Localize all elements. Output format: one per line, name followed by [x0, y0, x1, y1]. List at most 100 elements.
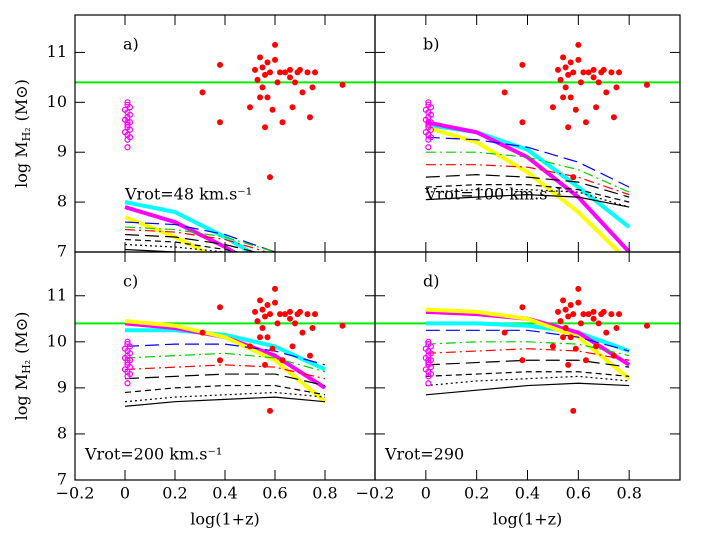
observed-point — [272, 285, 278, 292]
observed-point — [425, 373, 432, 380]
model-curve — [425, 382, 630, 396]
y-tick-label: 7 — [57, 470, 67, 489]
observed-point — [312, 69, 318, 76]
observed-point — [309, 84, 316, 91]
observed-point — [616, 69, 622, 76]
observed-point — [217, 61, 223, 68]
observed-point — [287, 315, 293, 322]
model-curve — [124, 396, 326, 407]
x-tick-label: 0.6 — [262, 484, 287, 503]
observed-point — [575, 41, 582, 48]
observed-point — [590, 74, 597, 81]
observed-point — [593, 343, 600, 350]
x-tick-label: 0 — [421, 484, 431, 503]
observed-point — [259, 306, 266, 313]
observed-point — [217, 304, 223, 311]
observed-point — [297, 66, 303, 73]
observed-point — [259, 64, 266, 71]
observed-point — [590, 308, 597, 315]
observed-point — [425, 380, 432, 387]
observed-point — [600, 66, 607, 73]
model-curve — [425, 184, 630, 203]
model-curve — [425, 371, 630, 377]
annotation: Vrot=200 km.s⁻¹ — [84, 445, 222, 464]
y-tick-label: 11 — [47, 285, 67, 304]
observed-point — [264, 59, 271, 66]
observed-point — [603, 329, 610, 336]
observed-point — [289, 343, 296, 350]
observed-point — [555, 308, 561, 315]
observed-point — [565, 313, 572, 320]
observed-point — [425, 144, 432, 151]
observed-point — [279, 357, 286, 364]
observed-point — [282, 69, 288, 76]
observed-point — [570, 69, 577, 76]
observed-point — [643, 322, 650, 329]
observed-point — [519, 357, 526, 364]
observed-point — [299, 89, 306, 96]
observed-point — [264, 334, 271, 341]
observed-point — [427, 343, 435, 350]
observed-point — [277, 311, 283, 318]
x-tick-label: 0 — [120, 484, 130, 503]
model-curve — [124, 228, 269, 252]
observed-point — [126, 364, 134, 371]
observed-point — [575, 56, 582, 63]
observed-point — [425, 99, 432, 106]
plot-area — [75, 285, 375, 414]
observed-point — [124, 119, 131, 126]
frame — [74, 14, 376, 253]
observed-point — [339, 81, 346, 88]
observed-point — [565, 124, 572, 131]
observed-point — [567, 334, 574, 341]
y-tick-label: 8 — [57, 192, 67, 211]
model-curve — [425, 151, 630, 193]
observed-point — [262, 71, 268, 78]
observed-point — [567, 301, 574, 308]
annotation: Vrot=48 km.s⁻¹ — [124, 185, 252, 204]
x-tick-label: 0.6 — [566, 484, 591, 503]
observed-point — [572, 345, 579, 352]
observed-point — [577, 79, 584, 86]
observed-point — [272, 41, 278, 48]
observed-point — [425, 121, 432, 128]
model-curve — [425, 348, 630, 361]
observed-point — [217, 357, 223, 364]
observed-point — [560, 94, 567, 101]
y-tick-label: 10 — [47, 331, 67, 350]
frame — [374, 251, 681, 481]
observed-point — [124, 359, 131, 366]
observed-point — [124, 357, 131, 364]
observed-point — [274, 79, 281, 86]
y-tick-label: 10 — [47, 92, 67, 111]
observed-point — [279, 119, 286, 126]
observed-point — [582, 119, 589, 126]
annotation: Vrot=290 — [384, 445, 464, 464]
observed-point — [570, 407, 577, 414]
model-curve — [425, 359, 630, 368]
observed-point — [570, 174, 577, 181]
model-curve — [425, 164, 630, 196]
model-curve — [425, 189, 630, 208]
observed-point — [555, 66, 561, 73]
observed-point — [590, 66, 597, 73]
observed-point — [274, 320, 281, 327]
observed-point — [585, 69, 592, 76]
observed-point — [124, 338, 131, 345]
x-axis-label: log(1+z) — [190, 510, 260, 529]
y-tick-label: 8 — [57, 423, 67, 442]
plot-area — [375, 41, 680, 252]
observed-point — [124, 99, 131, 106]
observed-point — [217, 119, 223, 126]
observed-point — [307, 352, 313, 359]
observed-point — [572, 106, 579, 113]
observed-point — [287, 66, 293, 73]
model-curve — [124, 391, 326, 403]
model-curve — [425, 375, 630, 387]
x-tick-label: −0.2 — [56, 484, 95, 503]
observed-point — [557, 318, 564, 325]
observed-point — [257, 94, 263, 101]
observed-point — [519, 304, 526, 311]
x-tick-label: 0.8 — [312, 484, 337, 503]
